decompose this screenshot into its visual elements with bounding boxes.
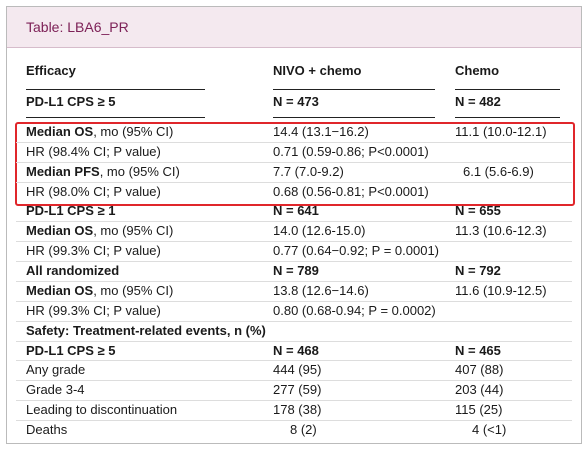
cell-value: 0.68 (0.56-0.81; P<0.0001) bbox=[273, 183, 429, 199]
row-label: Grade 3-4 bbox=[26, 382, 85, 398]
row-label: Deaths bbox=[26, 422, 68, 438]
label-rest: , mo (95% CI) bbox=[93, 282, 174, 298]
cell-value: N = 789 bbox=[273, 263, 319, 279]
row-label: Median OS, mo (95% CI) bbox=[26, 124, 173, 140]
row-separator bbox=[16, 300, 572, 302]
cell-value: 13.8 (12.6−14.6) bbox=[273, 282, 369, 298]
cell-value: 0.80 (0.68-0.94; P = 0.0002) bbox=[273, 302, 436, 318]
row-separator bbox=[16, 141, 572, 143]
label-bold: Median OS bbox=[26, 223, 94, 239]
label-bold: Median OS bbox=[26, 124, 94, 139]
cell-value: 11.1 (10.0-12.1) bbox=[455, 124, 547, 139]
cell-value: N = 655 bbox=[455, 203, 501, 219]
cell-value: 178 (38) bbox=[273, 402, 322, 418]
row-separator bbox=[16, 420, 572, 422]
header-rule bbox=[273, 117, 435, 118]
row-label: PD-L1 CPS ≥ 5 bbox=[26, 342, 116, 358]
cell-value: N = 465 bbox=[455, 342, 501, 358]
cell-value: 8 (2) bbox=[290, 422, 317, 438]
row-label: All randomized bbox=[26, 263, 120, 279]
row-separator bbox=[16, 181, 572, 183]
row-separator bbox=[16, 360, 572, 362]
row-separator bbox=[16, 261, 572, 263]
cell-value: 277 (59) bbox=[273, 382, 322, 398]
cell-value: 14.0 (12.6-15.0) bbox=[273, 223, 366, 239]
cell-value: 0.71 (0.59-0.86; P<0.0001) bbox=[273, 143, 429, 159]
cell-value: 0.77 (0.64−0.92; P = 0.0001) bbox=[273, 243, 440, 259]
cell-value: 203 (44) bbox=[455, 382, 504, 398]
header-rule bbox=[455, 89, 560, 90]
cell-value: 115 (25) bbox=[455, 402, 503, 418]
cell-value: 4 (<1) bbox=[472, 422, 507, 438]
cell-value: 11.6 (10.9-12.5) bbox=[455, 282, 547, 298]
cell-value: 14.4 (13.1−16.2) bbox=[273, 124, 369, 139]
table-frame bbox=[6, 6, 582, 444]
row-label: PD-L1 CPS ≥ 5 bbox=[26, 94, 116, 109]
column-header: Efficacy bbox=[26, 63, 76, 78]
row-label: HR (99.3% CI; P value) bbox=[26, 243, 161, 259]
cell-value: N = 641 bbox=[273, 203, 319, 219]
row-separator bbox=[16, 161, 572, 163]
row-label: Safety: Treatment-related events, n (%) bbox=[26, 322, 266, 338]
label-rest: , mo (95% CI) bbox=[93, 223, 174, 239]
row-separator bbox=[16, 320, 572, 322]
title-band bbox=[7, 7, 581, 48]
row-label: Median OS, mo (95% CI) bbox=[26, 223, 173, 239]
header-rule bbox=[26, 117, 205, 118]
cell-value: 7.7 (7.0-9.2) bbox=[273, 163, 344, 179]
cell-value: 11.3 (10.6-12.3) bbox=[455, 223, 547, 239]
label-bold: Median PFS bbox=[26, 163, 100, 179]
header-rule bbox=[26, 89, 205, 90]
cell-value: N = 482 bbox=[455, 94, 501, 109]
row-separator bbox=[16, 280, 572, 282]
row-label: Any grade bbox=[26, 362, 86, 378]
highlight-box bbox=[15, 122, 575, 206]
label-bold: Median OS bbox=[26, 282, 94, 298]
row-separator bbox=[16, 380, 572, 382]
row-separator bbox=[16, 340, 572, 342]
row-label: PD-L1 CPS ≥ 1 bbox=[26, 203, 116, 219]
row-separator bbox=[16, 400, 572, 402]
label-rest: , mo (95% CI) bbox=[93, 124, 174, 139]
cell-value: 407 (88) bbox=[455, 362, 504, 378]
row-label: Median OS, mo (95% CI) bbox=[26, 283, 173, 299]
cell-value: N = 468 bbox=[273, 342, 319, 358]
row-label: Median PFS, mo (95% CI) bbox=[26, 164, 180, 180]
row-separator bbox=[16, 241, 572, 243]
cell-value: N = 473 bbox=[273, 94, 319, 109]
header-rule bbox=[455, 117, 560, 118]
row-label: HR (99.3% CI; P value) bbox=[26, 302, 161, 318]
cell-value: 444 (95) bbox=[273, 362, 322, 378]
column-header: NIVO + chemo bbox=[273, 63, 362, 78]
row-label: HR (98.4% CI; P value) bbox=[26, 143, 161, 159]
table-title: Table: LBA6_PR bbox=[26, 19, 129, 35]
label-rest: , mo (95% CI) bbox=[99, 163, 180, 179]
row-separator bbox=[16, 221, 572, 223]
header-rule bbox=[273, 89, 435, 90]
row-label: Leading to discontinuation bbox=[26, 402, 178, 418]
cell-value: 6.1 (5.6-6.9) bbox=[463, 163, 534, 179]
column-header: Chemo bbox=[455, 63, 500, 78]
row-label: HR (98.0% CI; P value) bbox=[26, 183, 161, 199]
cell-value: N = 792 bbox=[455, 263, 501, 279]
